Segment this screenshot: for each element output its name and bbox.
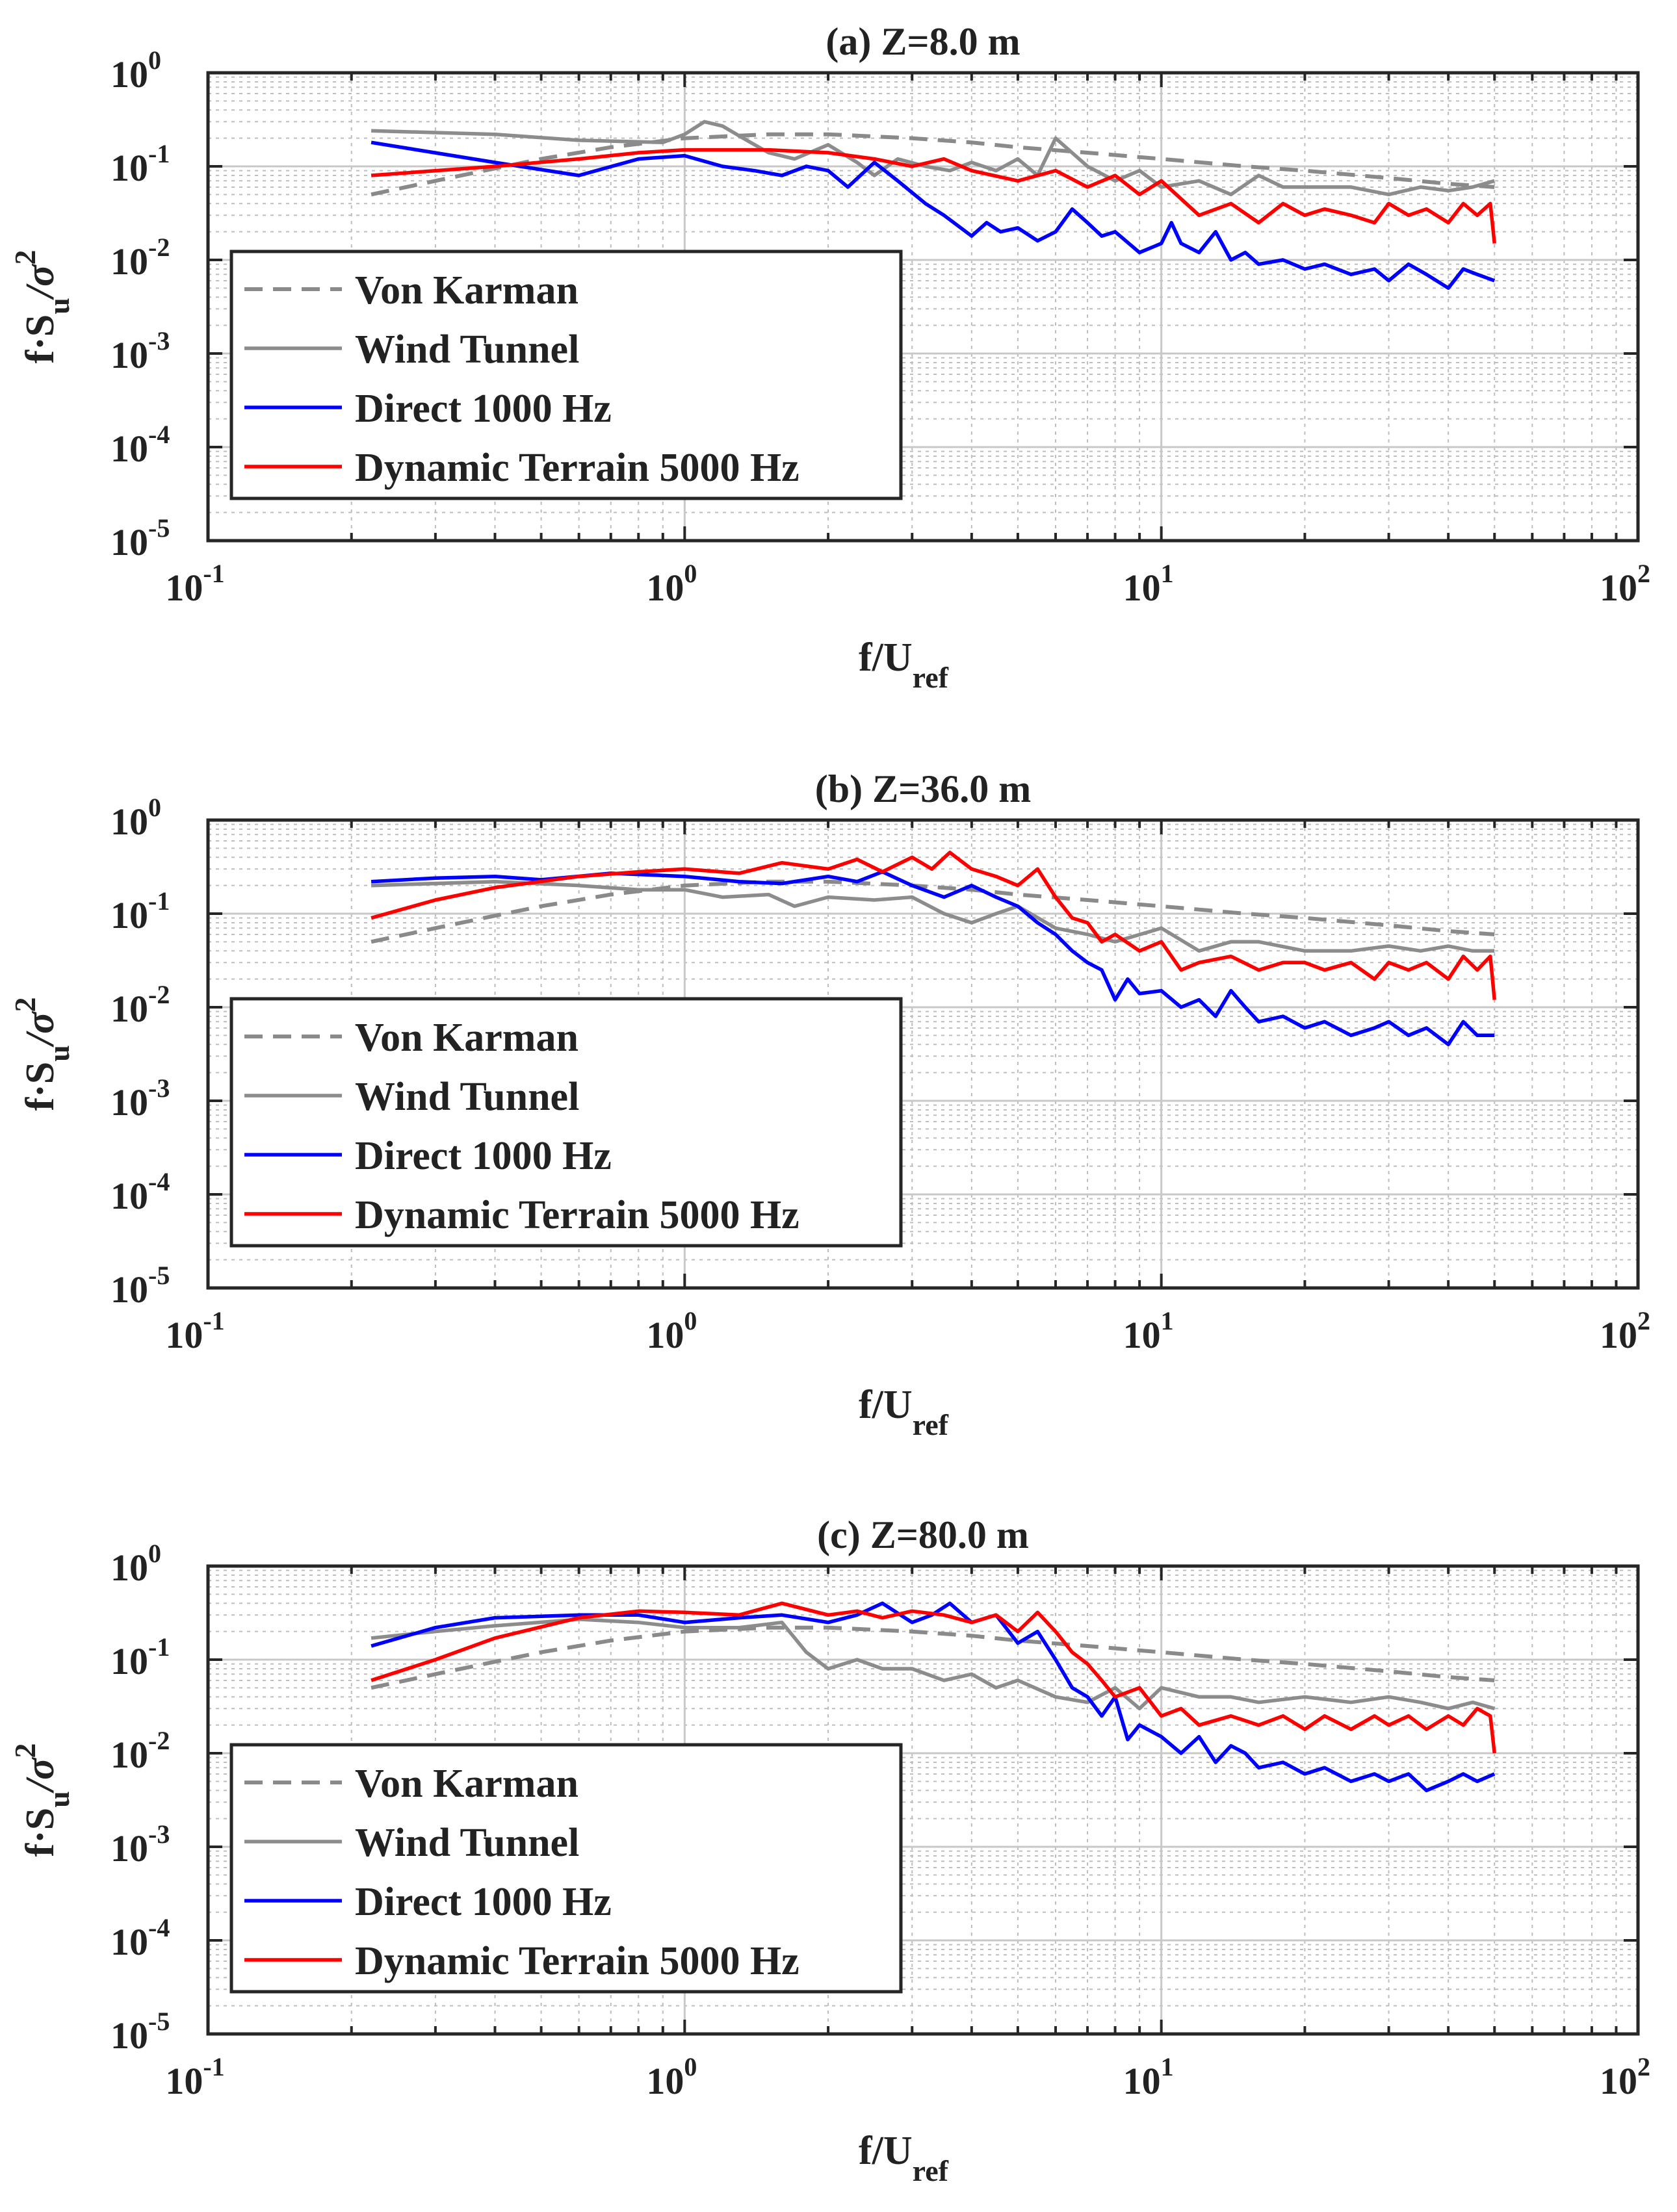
legend-label: Wind Tunnel [355,328,579,372]
chart-title: (a) Z=8.0 m [826,20,1020,63]
series-line-direct-1000-hz [370,869,1495,1047]
series-group [370,851,1496,1047]
x-tick-label: 100 [646,2052,697,2102]
series-line-direct-1000-hz [370,140,1496,290]
x-tick-label: 101 [1123,2052,1174,2102]
legend-label: Direct 1000 Hz [355,387,612,431]
axes-frame [206,818,1640,1290]
legend-label: Wind Tunnel [355,1821,579,1865]
y-tick-label: 10-5 [110,1261,170,1311]
chart-panel-2: 10-1 100 101 102 10-5 10-4 10-3 10-2 10-1 100 (b) … [8,767,1650,1441]
chart-title: (b) Z=36.0 m [815,767,1032,810]
x-tick-label: 102 [1600,1306,1650,1356]
x-tick-label: 101 [1123,559,1174,609]
x-tick-label: 102 [1600,559,1650,609]
series-line-direct-1000-hz [370,1601,1496,1793]
y-tick-label: 100 [110,1539,161,1589]
y-axis-label: f·Su/σ2 [8,1743,75,1857]
legend-box [229,997,903,1248]
legend-label: Dynamic Terrain 5000 Hz [355,1939,800,1983]
legend-label: Direct 1000 Hz [355,1880,612,1924]
legend-label: Von Karman [355,268,578,313]
x-tick-label: 10-1 [165,1306,224,1356]
x-tick-label: 10-1 [165,2052,224,2102]
legend: Von Karman Wind Tunnel Direct 1000 Hz Dynam… [229,1743,903,1994]
legend: Von Karman Wind Tunnel Direct 1000 Hz Dynam… [229,997,903,1248]
x-tick-label: 100 [646,559,697,609]
legend-label: Wind Tunnel [355,1075,579,1119]
y-tick-label: 10-2 [110,1726,170,1776]
series-line-wind-tunnel [371,120,1495,197]
x-tick-label: 101 [1123,1306,1174,1356]
y-tick-label: 10-1 [110,886,170,936]
y-axis-label: f·Su/σ2 [8,250,75,363]
y-tick-label: 10-4 [110,1913,170,1963]
y-tick-label: 10-2 [110,980,170,1030]
y-tick-label: 10-2 [110,233,170,283]
series-line-von-karman [370,132,1495,197]
y-tick-label: 10-1 [110,139,170,189]
x-axis-label: f/Uref [859,636,949,694]
y-tick-label: 10-5 [110,513,170,563]
axes-frame [206,71,1640,543]
axes-frame [206,1564,1640,2036]
series-line-dynamic-terrain-5000-hz [370,148,1496,244]
series-group [370,120,1496,290]
y-tick-label: 10-3 [110,1820,170,1870]
series-line-von-karman [370,1625,1495,1690]
y-tick-label: 10-1 [110,1632,170,1682]
x-axis-label: f/Uref [859,1383,949,1441]
legend-label: Von Karman [355,1762,578,1806]
legend-label: Dynamic Terrain 5000 Hz [355,1193,800,1237]
y-tick-label: 10-4 [110,420,170,470]
legend-label: Direct 1000 Hz [355,1134,612,1178]
x-tick-label: 10-1 [165,559,224,609]
legend: Von Karman Wind Tunnel Direct 1000 Hz Dynam… [229,250,903,500]
series-line-von-karman [370,879,1495,944]
x-tick-label: 100 [646,1306,697,1356]
y-tick-label: 100 [110,45,161,96]
series-line-dynamic-terrain-5000-hz [370,851,1496,1000]
series-line-dynamic-terrain-5000-hz [370,1601,1496,1754]
chart-panel-3: 10-1 100 101 102 10-5 10-4 10-3 10-2 10-1 100 (c) … [8,1513,1650,2187]
legend-label: Dynamic Terrain 5000 Hz [355,446,800,490]
y-tick-label: 10-3 [110,1074,170,1124]
y-tick-label: 100 [110,793,161,843]
series-line-wind-tunnel [370,1617,1495,1711]
y-tick-label: 10-3 [110,326,170,376]
y-tick-label: 10-5 [110,2007,170,2057]
legend-label: Von Karman [355,1016,578,1060]
x-tick-label: 102 [1600,2052,1650,2102]
chart-panel-1: 10-1 100 101 102 10-5 10-4 10-3 10-2 10-1 100 (a) … [8,20,1650,694]
legend-box [229,1743,903,1994]
y-axis-label: f·Su/σ2 [8,997,75,1111]
legend-box [229,250,903,500]
chart-title: (c) Z=80.0 m [817,1513,1029,1556]
series-group [370,1601,1496,1793]
x-axis-label: f/Uref [859,2129,949,2187]
y-tick-label: 10-4 [110,1167,170,1217]
